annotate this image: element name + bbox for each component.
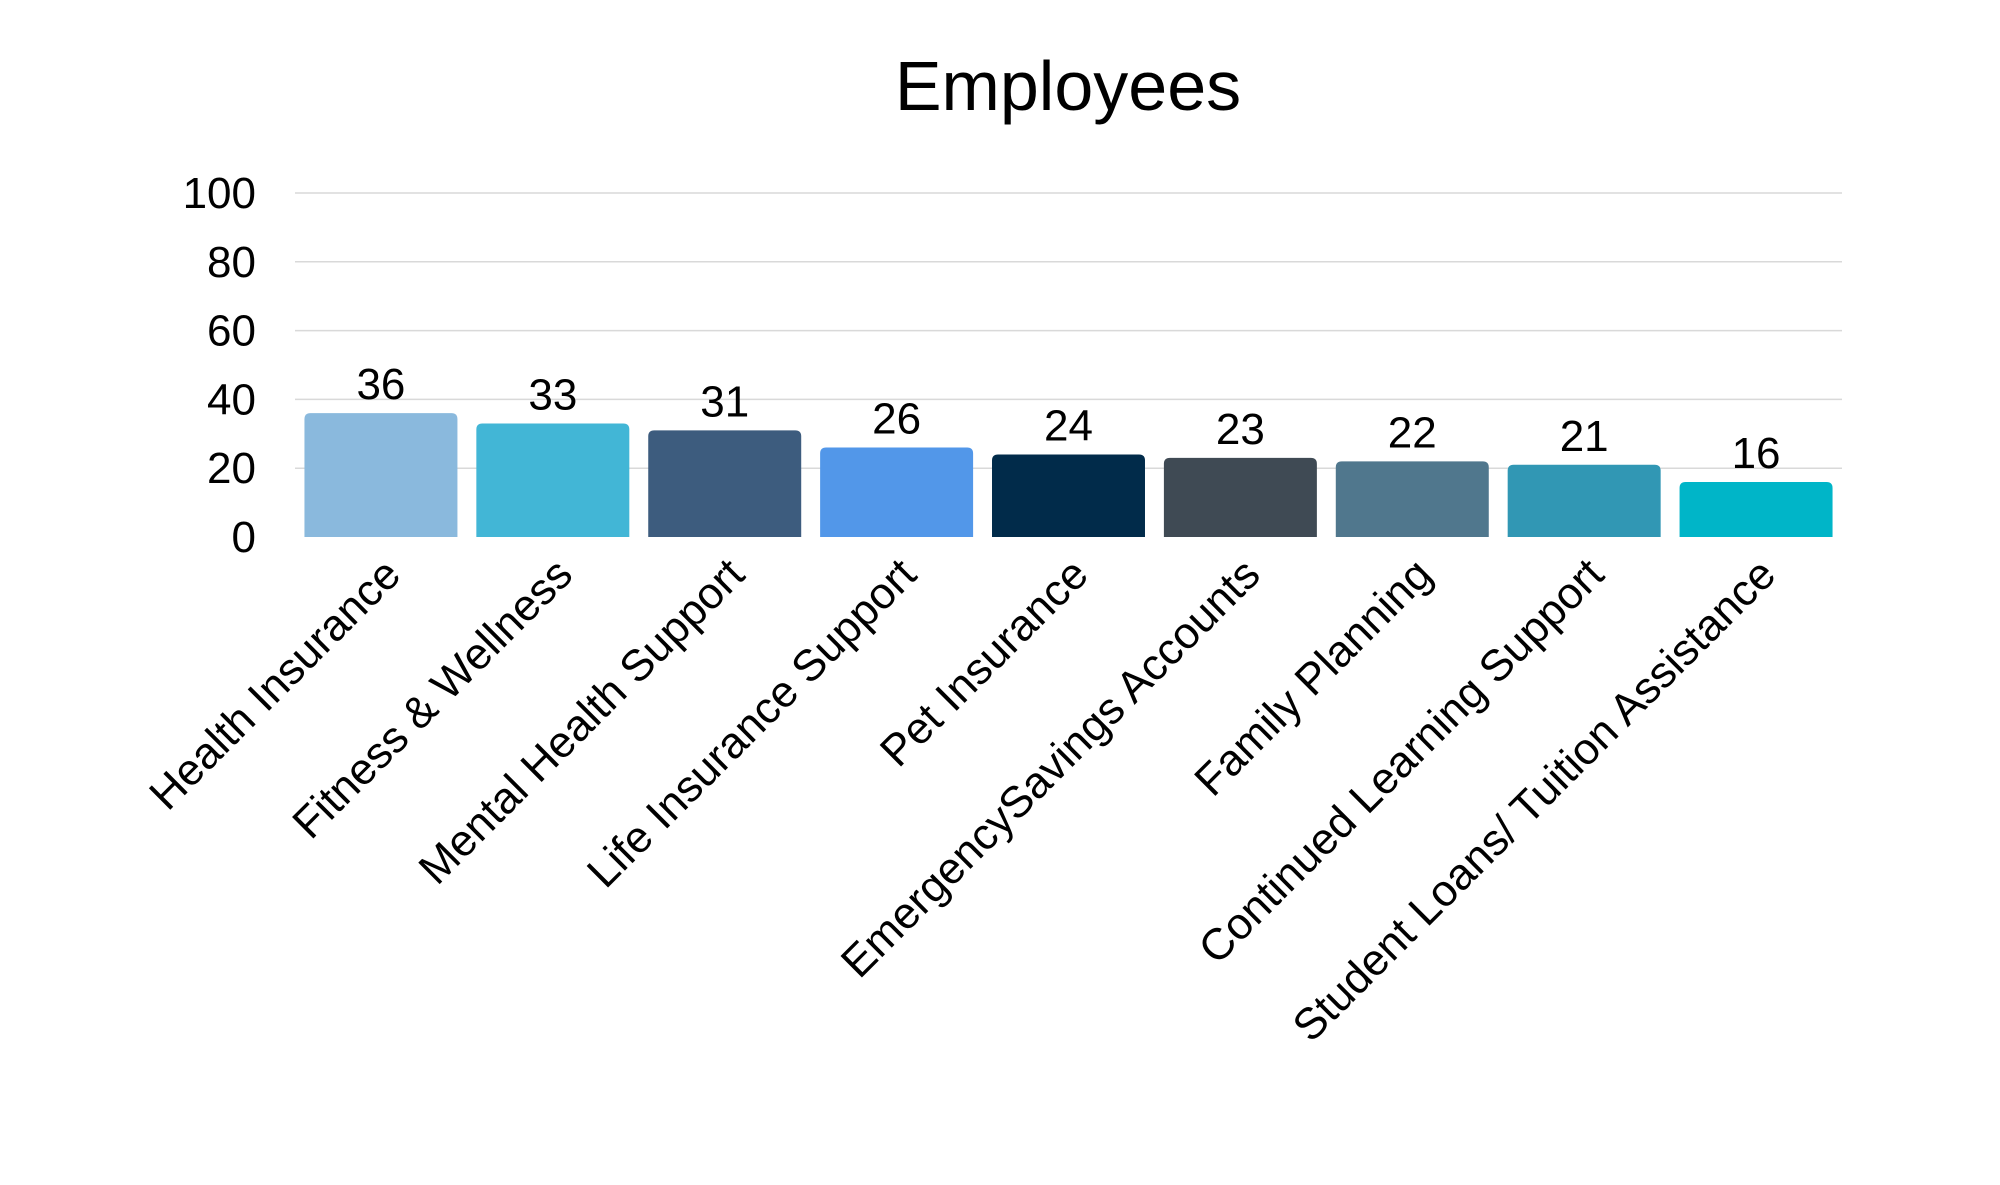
chart-title: Employees: [895, 47, 1241, 125]
data-labels: 36 33 31 26 24 23 22 21 16: [356, 360, 1780, 478]
category-label: Mental Health Support: [410, 549, 754, 893]
category-label: Fitness & Wellness: [283, 549, 582, 848]
data-label: 16: [1732, 429, 1781, 478]
data-label: 33: [528, 370, 577, 419]
y-tick-label: 80: [207, 238, 256, 287]
data-label: 22: [1388, 408, 1437, 457]
y-axis-tick-labels: 0 20 40 60 80 100: [183, 169, 256, 562]
bar: [304, 413, 458, 537]
bar: [648, 430, 802, 537]
bar: [476, 423, 630, 537]
data-label: 26: [872, 395, 921, 444]
bar: [820, 447, 974, 537]
bars: [304, 413, 1833, 537]
bar: [992, 454, 1145, 537]
bar: [1679, 481, 1833, 537]
category-label: Life Insurance Support: [578, 549, 926, 897]
bar: [1507, 464, 1661, 537]
y-tick-label: 40: [207, 375, 256, 424]
y-tick-label: 100: [183, 169, 256, 218]
data-label: 24: [1044, 401, 1093, 450]
data-label: 31: [700, 377, 749, 426]
y-tick-label: 20: [207, 444, 256, 493]
y-tick-label: 60: [207, 307, 256, 356]
data-label: 23: [1216, 405, 1265, 454]
data-label: 21: [1560, 412, 1609, 461]
y-tick-label: 0: [232, 513, 256, 562]
bar: [1163, 457, 1317, 537]
bar: [1335, 461, 1489, 537]
data-label: 36: [356, 360, 405, 409]
